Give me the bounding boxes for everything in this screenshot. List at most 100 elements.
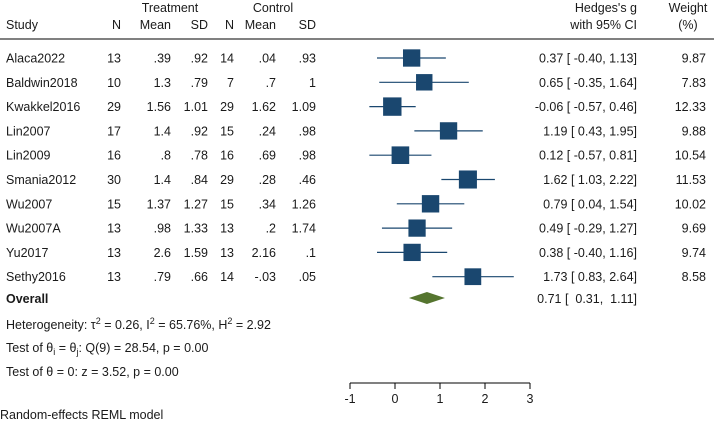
x-tick-label: 0 <box>392 392 399 406</box>
effect-ci-text: 1.73 [ 0.83, 2.64] <box>543 270 637 284</box>
header-mean-control: Mean <box>245 18 276 32</box>
notes: Heterogeneity: τ2 = 0.26, I2 = 65.76%, H… <box>0 316 271 422</box>
mean-treatment: .39 <box>154 52 171 66</box>
sd-control: .98 <box>299 124 316 138</box>
study-label: Yu2017 <box>6 246 48 260</box>
n-control: 13 <box>220 246 234 260</box>
sd-treatment: 1.59 <box>184 246 208 260</box>
overall-row: Overall 0.71 [ 0.31, 1.11] <box>6 292 637 306</box>
study-label: Wu2007 <box>6 197 52 211</box>
header-treatment: Treatment <box>142 1 199 15</box>
sd-control: .46 <box>299 173 316 187</box>
weight-text: 9.88 <box>682 124 706 138</box>
mean-control: .2 <box>266 222 276 236</box>
header-effect-ci: with 95% CI <box>569 18 637 32</box>
n-treatment: 13 <box>107 222 121 236</box>
weight-text: 9.87 <box>682 52 706 66</box>
test-theta-zero-note: Test of θ = 0: z = 3.52, p = 0.00 <box>6 365 179 379</box>
sd-control: 1 <box>309 76 316 90</box>
weight-text: 9.74 <box>682 246 706 260</box>
weight-text: 9.69 <box>682 222 706 236</box>
x-tick-label: 2 <box>482 392 489 406</box>
overall-ci-text: 0.71 [ 0.31, 1.11] <box>537 292 637 306</box>
study-label: Smania2012 <box>6 173 76 187</box>
weight-text: 8.58 <box>682 270 706 284</box>
effect-ci-text: 0.38 [ -0.40, 1.16] <box>539 246 637 260</box>
weight-text: 10.02 <box>675 197 706 211</box>
n-control: 15 <box>220 197 234 211</box>
mean-treatment: .79 <box>154 270 171 284</box>
overall-diamond <box>408 292 445 304</box>
weight-text: 7.83 <box>682 76 706 90</box>
n-control: 14 <box>220 270 234 284</box>
n-treatment: 10 <box>107 76 121 90</box>
study-label: Sethy2016 <box>6 270 66 284</box>
sd-treatment: 1.27 <box>184 197 208 211</box>
x-tick-label: 1 <box>437 392 444 406</box>
effect-ci-text: -0.06 [ -0.57, 0.46] <box>535 100 637 114</box>
header-mean-treatment: Mean <box>140 18 171 32</box>
sd-control: 1.74 <box>292 222 316 236</box>
mean-control: .69 <box>259 149 276 163</box>
column-headers: Treatment Control Study N Mean SD N Mean… <box>6 1 708 32</box>
mean-control: .7 <box>266 76 276 90</box>
weight-text: 11.53 <box>676 173 706 187</box>
mean-treatment: .98 <box>154 222 171 236</box>
study-label: Alaca2022 <box>6 52 65 66</box>
study-row: Yu2017 13 2.6 1.59 13 2.16 .1 0.38 [ -0.40, 1.1… <box>6 246 706 260</box>
study-label: Kwakkel2016 <box>6 100 80 114</box>
test-theta-equal-note: Test of θi = θj: Q(9) = 28.54, p = 0.00 <box>6 341 208 357</box>
n-control: 14 <box>220 52 234 66</box>
sd-treatment: 1.33 <box>184 222 208 236</box>
x-tick-label: -1 <box>344 392 355 406</box>
mean-treatment: 1.37 <box>147 197 171 211</box>
effect-marker <box>416 74 433 91</box>
mean-treatment: 1.56 <box>147 100 171 114</box>
effect-ci-text: 1.19 [ 0.43, 1.95] <box>543 124 637 138</box>
n-treatment: 13 <box>107 270 121 284</box>
overall-label: Overall <box>6 292 48 306</box>
effect-marker <box>458 170 477 189</box>
mean-treatment: 2.6 <box>154 246 171 260</box>
weight-text: 12.33 <box>675 100 706 114</box>
study-row: Wu2007A 13 .98 1.33 13 .2 1.74 0.49 [ -0.29, 1.… <box>6 222 706 236</box>
study-label: Lin2007 <box>6 124 51 138</box>
mean-treatment: 1.4 <box>154 173 171 187</box>
sd-treatment: .84 <box>191 173 208 187</box>
sd-treatment: .66 <box>191 270 208 284</box>
study-row: Smania2012 30 1.4 .84 29 .28 .46 1.62 [ 1.03, 2… <box>6 173 706 187</box>
n-treatment: 13 <box>107 52 121 66</box>
heterogeneity-note: Heterogeneity: τ2 = 0.26, I2 = 65.76%, H… <box>6 316 271 332</box>
mean-control: .34 <box>259 197 276 211</box>
sd-treatment: 1.01 <box>184 100 208 114</box>
study-row: Lin2009 16 .8 .78 16 .69 .98 0.12 [ -0.57, 0.81… <box>6 149 706 163</box>
header-sd-control: SD <box>299 18 316 32</box>
effect-marker <box>464 268 482 286</box>
study-rows: Alaca2022 13 .39 .92 14 .04 .93 0.37 [ -0.40, 1… <box>6 52 706 285</box>
n-control: 13 <box>220 222 234 236</box>
study-row: Lin2007 17 1.4 .92 15 .24 .98 1.19 [ 0.43, 1.95… <box>6 124 706 138</box>
study-row: Alaca2022 13 .39 .92 14 .04 .93 0.37 [ -0.40, 1… <box>6 52 706 66</box>
study-row: Kwakkel2016 29 1.56 1.01 29 1.62 1.09 -0.06 [ -… <box>6 100 706 114</box>
n-treatment: 16 <box>107 149 121 163</box>
sd-treatment: .92 <box>191 124 208 138</box>
sd-control: 1.26 <box>292 197 316 211</box>
n-treatment: 17 <box>107 124 121 138</box>
effect-ci-text: 0.65 [ -0.35, 1.64] <box>539 76 637 90</box>
header-n-control: N <box>225 18 234 32</box>
n-control: 16 <box>220 149 234 163</box>
sd-control: .1 <box>306 246 316 260</box>
effect-marker <box>391 146 410 165</box>
mean-control: 1.62 <box>252 100 276 114</box>
n-control: 7 <box>227 76 234 90</box>
mean-control: .04 <box>259 52 276 66</box>
effect-marker <box>439 122 458 140</box>
header-n-treatment: N <box>112 18 121 32</box>
n-control: 29 <box>220 173 234 187</box>
effect-marker <box>383 97 402 116</box>
study-row: Sethy2016 13 .79 .66 14 -.03 .05 1.73 [ 0.83, 2… <box>6 270 706 284</box>
effect-ci-text: 0.49 [ -0.29, 1.27] <box>539 222 637 236</box>
x-axis: -1 0 1 2 3 <box>344 382 534 406</box>
n-treatment: 15 <box>107 197 121 211</box>
